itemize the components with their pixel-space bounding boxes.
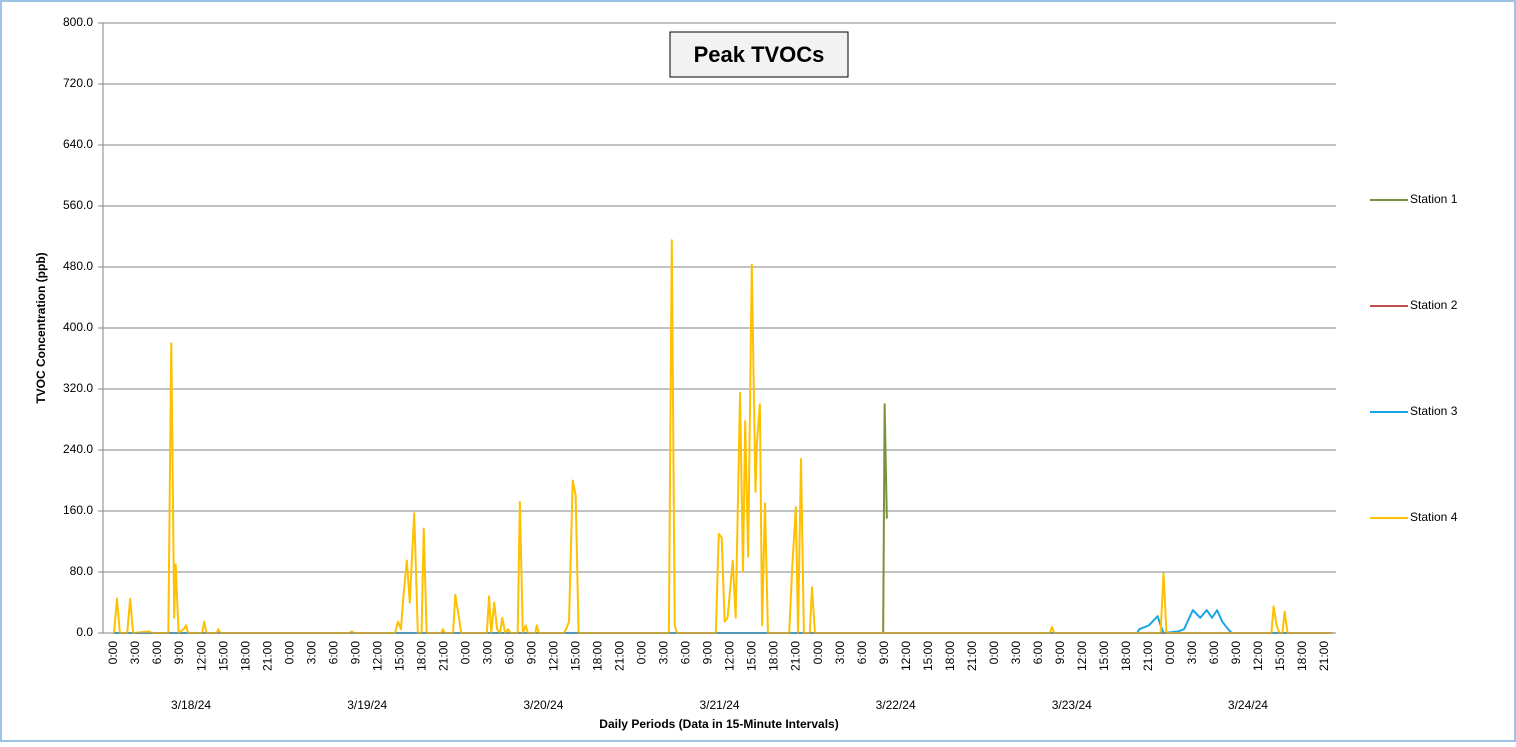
x-tick-label: 21:00 — [965, 641, 979, 671]
x-tick-label: 12:00 — [194, 641, 208, 671]
x-tick-label: 6:00 — [326, 641, 340, 665]
x-tick-label: 3:00 — [1185, 641, 1199, 665]
x-group-label: 3/24/24 — [1228, 698, 1268, 712]
x-tick-label: 15:00 — [1097, 641, 1111, 671]
x-tick-label: 3:00 — [304, 641, 318, 665]
x-tick-label: 18:00 — [414, 641, 428, 671]
x-tick-label: 3:00 — [833, 641, 847, 665]
legend-label: Station 1 — [1410, 192, 1458, 206]
x-tick-label: 12:00 — [547, 641, 561, 671]
x-tick-label: 12:00 — [723, 641, 737, 671]
x-group-label: 3/18/24 — [171, 698, 211, 712]
x-tick-label: 18:00 — [1119, 641, 1133, 671]
x-tick-label: 0:00 — [282, 641, 296, 665]
x-tick-label: 18:00 — [943, 641, 957, 671]
x-tick-label: 3:00 — [1009, 641, 1023, 665]
x-tick-label: 6:00 — [1207, 641, 1221, 665]
x-tick-label: 9:00 — [877, 641, 891, 665]
x-tick-label: 9:00 — [348, 641, 362, 665]
x-tick-label: 6:00 — [503, 641, 517, 665]
x-tick-label: 3:00 — [128, 641, 142, 665]
x-tick-label: 12:00 — [1251, 641, 1265, 671]
y-axis-title: TVOC Concentration (ppb) — [34, 252, 48, 403]
x-tick-label: 0:00 — [106, 641, 120, 665]
x-group-label: 3/19/24 — [347, 698, 387, 712]
x-group-label: 3/21/24 — [699, 698, 739, 712]
x-tick-label: 18:00 — [767, 641, 781, 671]
y-tick-label: 320.0 — [63, 381, 93, 395]
y-tick-label: 400.0 — [63, 320, 93, 334]
chart-title: Peak TVOCs — [694, 42, 825, 67]
series-line — [114, 609, 1333, 634]
x-tick-label: 9:00 — [1053, 641, 1067, 665]
x-tick-label: 18:00 — [238, 641, 252, 671]
legend-label: Station 2 — [1410, 298, 1458, 312]
x-tick-label: 21:00 — [1317, 641, 1331, 671]
x-tick-label: 6:00 — [679, 641, 693, 665]
x-tick-label: 15:00 — [216, 641, 230, 671]
x-tick-label: 9:00 — [172, 641, 186, 665]
y-tick-label: 720.0 — [63, 76, 93, 90]
x-tick-label: 21:00 — [260, 641, 274, 671]
x-tick-label: 9:00 — [1229, 641, 1243, 665]
x-tick-label: 12:00 — [370, 641, 384, 671]
x-tick-label: 21:00 — [613, 641, 627, 671]
x-tick-label: 21:00 — [436, 641, 450, 671]
x-tick-label: 3:00 — [480, 641, 494, 665]
x-tick-label: 12:00 — [1075, 641, 1089, 671]
x-tick-label: 0:00 — [811, 641, 825, 665]
x-tick-label: 0:00 — [987, 641, 1001, 665]
y-tick-label: 80.0 — [70, 564, 94, 578]
x-group-label: 3/22/24 — [876, 698, 916, 712]
x-tick-label: 6:00 — [855, 641, 869, 665]
x-tick-label: 0:00 — [1163, 641, 1177, 665]
x-tick-label: 3:00 — [657, 641, 671, 665]
y-tick-label: 560.0 — [63, 198, 93, 212]
x-tick-label: 6:00 — [150, 641, 164, 665]
x-tick-label: 0:00 — [458, 641, 472, 665]
title-box — [669, 31, 849, 78]
y-tick-label: 480.0 — [63, 259, 93, 273]
x-tick-label: 18:00 — [591, 641, 605, 671]
x-group-label: 3/23/24 — [1052, 698, 1092, 712]
x-tick-label: 15:00 — [569, 641, 583, 671]
y-tick-label: 240.0 — [63, 442, 93, 456]
x-tick-label: 0:00 — [635, 641, 649, 665]
x-tick-label: 6:00 — [1031, 641, 1045, 665]
x-tick-label: 15:00 — [1273, 641, 1287, 671]
x-tick-label: 9:00 — [701, 641, 715, 665]
legend-label: Station 3 — [1410, 404, 1458, 418]
y-tick-label: 640.0 — [63, 137, 93, 151]
x-tick-label: 21:00 — [789, 641, 803, 671]
x-tick-label: 15:00 — [921, 641, 935, 671]
legend-label: Station 4 — [1410, 510, 1458, 524]
x-tick-label: 18:00 — [1295, 641, 1309, 671]
x-tick-label: 15:00 — [745, 641, 759, 671]
y-tick-label: 160.0 — [63, 503, 93, 517]
x-tick-label: 12:00 — [899, 641, 913, 671]
x-tick-label: 21:00 — [1141, 641, 1155, 671]
x-group-label: 3/20/24 — [523, 698, 563, 712]
y-tick-label: 800.0 — [63, 15, 93, 29]
x-tick-label: 15:00 — [392, 641, 406, 671]
x-axis-title: Daily Periods (Data in 15-Minute Interva… — [599, 717, 838, 731]
y-tick-label: 0.0 — [76, 625, 93, 639]
x-tick-label: 9:00 — [525, 641, 539, 665]
